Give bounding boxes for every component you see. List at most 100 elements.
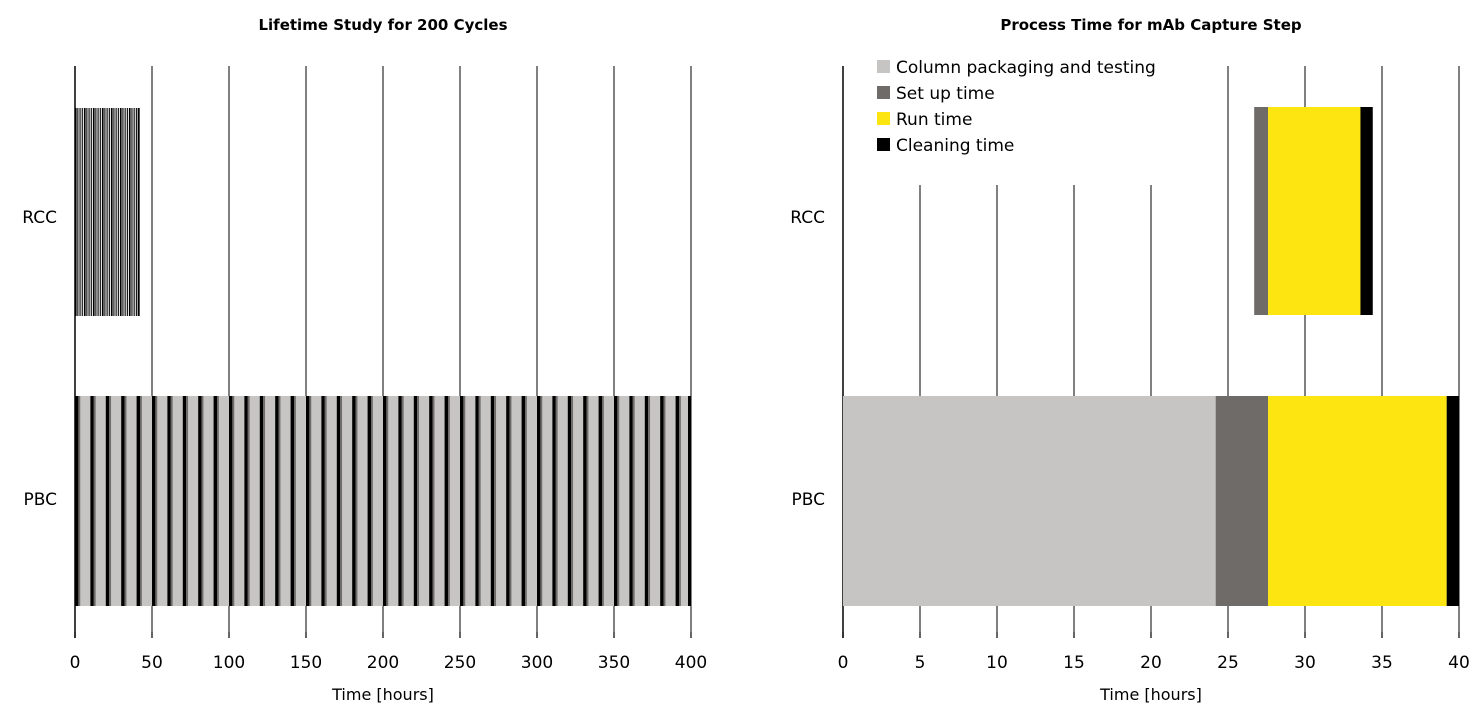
process-tick-label: 35 <box>1371 653 1393 673</box>
bar-pbc-stripe-mid <box>540 396 543 606</box>
bar-pbc-stripe-mid <box>648 396 651 606</box>
bar-pbc-stripe-dark <box>105 396 110 606</box>
bar-pbc-stripe-dark <box>521 396 525 606</box>
legend-swatch <box>877 112 890 125</box>
bar-rcc-stripe <box>91 108 93 316</box>
bar-pbc-stripe-dark <box>352 396 356 606</box>
bar-rcc-stripe <box>112 108 114 316</box>
lifetime-tick-label: 150 <box>290 653 322 673</box>
lifetime-x-axis-label: Time [hours] <box>331 685 434 704</box>
bar-rcc-stripe <box>107 108 109 316</box>
bar-pbc-stripe-dark <box>336 396 341 606</box>
bar-pbc-stripe-dark <box>475 396 479 606</box>
bar-rcc-stripe <box>75 108 77 316</box>
bar-pbc-stripe-dark <box>182 396 187 606</box>
bar-pbc-stripe-dark <box>167 396 171 606</box>
bar-pbc-stripe-mid <box>278 396 281 606</box>
bar-pbc-stripe-mid <box>432 396 435 606</box>
lifetime-tick-label: 300 <box>521 653 553 673</box>
chart-title-lifetime: Lifetime Study for 200 Cycles <box>258 16 508 34</box>
bar-pbc-stripe-dark <box>583 396 587 606</box>
bar-pbc-stripe-dark <box>567 396 572 606</box>
process-tick-label: 0 <box>838 653 849 673</box>
bar-pbc-stripe-mid <box>663 396 666 606</box>
bar-pbc-stripe-dark <box>490 396 495 606</box>
lifetime-tick-label: 50 <box>141 653 163 673</box>
bar-rcc-stripe <box>109 108 111 316</box>
bar-pbc-stripe-mid <box>355 396 358 606</box>
bar-pbc-set-up-time <box>1215 396 1269 606</box>
bar-pbc-stripe-mid <box>632 396 635 606</box>
bar-pbc-stripe-dark <box>506 396 510 606</box>
legend-swatch <box>877 138 890 151</box>
bar-rcc-stripe <box>82 108 84 316</box>
bar-pbc-stripe-dark <box>598 396 602 606</box>
bar-pbc-stripe-dark <box>444 396 448 606</box>
bar-rcc-run-time <box>1268 107 1361 315</box>
process-tick-label: 5 <box>915 653 926 673</box>
bar-rcc-cleaning-time <box>1360 107 1373 315</box>
bar-pbc-cleaning-time <box>1446 396 1459 606</box>
bar-rcc-stripe <box>94 108 96 316</box>
bar-rcc-stripe <box>105 108 107 316</box>
bar-pbc-stripe-mid <box>139 396 142 606</box>
process-tick-label: 30 <box>1294 653 1316 673</box>
bar-pbc-stripe-dark <box>398 396 402 606</box>
lifetime-tick-label: 400 <box>675 653 707 673</box>
bar-pbc-stripe-dark <box>321 396 325 606</box>
bar-pbc-stripe-mid <box>263 396 266 606</box>
bar-pbc-stripe-mid <box>247 396 250 606</box>
bar-rcc-stripe <box>116 108 118 316</box>
bar-pbc-stripe-mid <box>463 396 466 606</box>
bar-pbc-stripe-dark <box>152 396 156 606</box>
bar-pbc-stripe-mid <box>601 396 604 606</box>
bar-rcc-stripe <box>89 108 91 316</box>
bar-rcc-stripe <box>110 108 113 316</box>
bar-pbc-stripe-dark <box>644 396 649 606</box>
bar-pbc-stripe-dark <box>675 396 679 606</box>
bar-pbc-stripe-mid <box>555 396 558 606</box>
process-x-axis-label: Time [hours] <box>1099 685 1202 704</box>
legend-label: Set up time <box>896 84 995 104</box>
bar-pbc-column-packaging-and-testing <box>843 396 1216 606</box>
bar-pbc-stripe-dark <box>614 396 618 606</box>
process-tick-label: 25 <box>1217 653 1239 673</box>
bar-pbc-stripe-dark <box>136 396 140 606</box>
bar-rcc-stripe <box>92 108 95 316</box>
bar-rcc-stripe <box>134 108 136 316</box>
bar-rcc-stripe <box>96 108 98 316</box>
process-category-label: PBC <box>792 490 826 510</box>
chart-title-process-time: Process Time for mAb Capture Step <box>1000 16 1302 34</box>
bar-rcc-stripe <box>132 108 134 316</box>
bar-pbc-stripe-mid <box>417 396 420 606</box>
bar-pbc-stripe-mid <box>309 396 312 606</box>
bar-pbc-stripe-dark <box>660 396 664 606</box>
process-category-label: RCC <box>790 208 825 228</box>
bar-pbc-stripe-mid <box>678 396 681 606</box>
legend-label: Column packaging and testing <box>896 58 1156 78</box>
bar-pbc-stripe-mid <box>401 396 404 606</box>
bar-pbc-stripe-mid <box>170 396 173 606</box>
bar-pbc-stripe-mid <box>155 396 158 606</box>
bar-pbc-stripe-dark <box>460 396 464 606</box>
bar-pbc-stripe-mid <box>494 396 497 606</box>
bar-pbc-stripe-dark <box>244 396 248 606</box>
bar-pbc-stripe-mid <box>293 396 296 606</box>
bar-pbc-stripe-mid <box>571 396 574 606</box>
bar-pbc-stripe-mid <box>509 396 512 606</box>
legend-label: Cleaning time <box>896 136 1014 156</box>
bar-pbc-stripe-mid <box>617 396 620 606</box>
bar-pbc-stripe-mid <box>232 396 235 606</box>
bar-pbc-stripe-dark <box>229 396 233 606</box>
bar-pbc-stripe-mid <box>586 396 589 606</box>
bar-rcc-stripe <box>128 108 131 316</box>
bar-rcc-stripe <box>130 108 132 316</box>
bar-rcc-stripe <box>136 108 137 316</box>
bar-pbc-stripe-mid <box>93 396 96 606</box>
legend-label: Run time <box>896 110 972 130</box>
process-tick-label: 40 <box>1448 653 1470 673</box>
bar-rcc-stripe <box>83 108 86 316</box>
bar-pbc-stripe-dark <box>413 396 418 606</box>
bar-pbc-stripe-dark <box>75 396 79 606</box>
